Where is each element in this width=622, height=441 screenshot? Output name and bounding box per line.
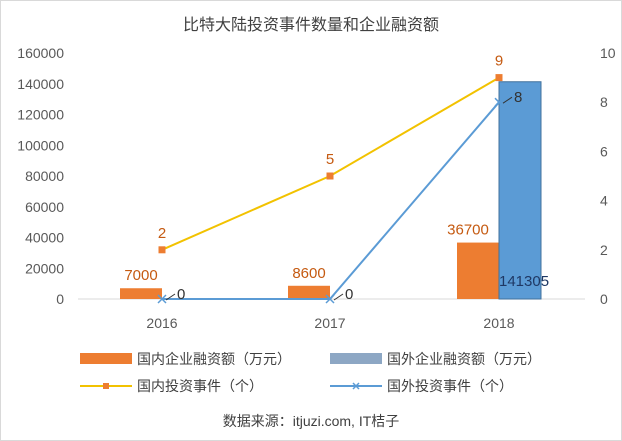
point-domestic-events xyxy=(326,172,334,180)
bar-domestic-funding xyxy=(457,242,499,299)
source-note: 数据来源：itjuzi.com, IT桔子 xyxy=(223,413,400,429)
left-tick-label: 160000 xyxy=(17,45,64,61)
leader-foreign-events xyxy=(165,293,176,301)
x-tick-label: 2018 xyxy=(483,315,514,331)
label-domestic-funding: 7000 xyxy=(124,267,157,284)
left-tick-label: 120000 xyxy=(17,107,64,123)
legend-marker-domestic-events xyxy=(103,383,109,389)
left-tick-label: 80000 xyxy=(25,168,64,184)
label-domestic-funding: 36700 xyxy=(447,222,489,239)
right-tick-label: 10 xyxy=(600,45,616,61)
legend-item-foreign-funding[interactable]: 国外企业融资额（万元） xyxy=(330,351,541,367)
legend: 国内企业融资额（万元） 国外企业融资额（万元） 国内投资事件（个） 国外投资事件… xyxy=(80,351,541,394)
lines-layer xyxy=(157,74,504,304)
left-tick-label: 40000 xyxy=(25,230,64,246)
leader-foreign-events xyxy=(333,293,344,301)
label-foreign-funding: 141305 xyxy=(499,273,549,290)
point-foreign-events xyxy=(325,294,335,304)
label-foreign-events: 0 xyxy=(177,286,185,303)
point-foreign-events xyxy=(494,97,504,107)
bar-foreign-funding xyxy=(498,81,542,300)
legend-swatch-domestic-funding xyxy=(80,353,132,364)
legend-item-domestic-funding[interactable]: 国内企业融资额（万元） xyxy=(80,351,291,367)
label-domestic-funding: 8600 xyxy=(292,265,325,282)
label-domestic-events: 2 xyxy=(158,225,166,242)
x-tick-label: 2017 xyxy=(314,315,345,331)
right-tick-label: 0 xyxy=(600,291,608,307)
bars-layer xyxy=(120,81,542,300)
line-foreign-events xyxy=(162,101,500,300)
leader-foreign-events xyxy=(502,96,513,104)
legend-label-foreign-events: 国外投资事件（个） xyxy=(387,378,513,394)
x-axis: 2016 2017 2018 xyxy=(146,315,514,331)
right-tick-label: 6 xyxy=(600,143,608,159)
label-domestic-events: 5 xyxy=(326,151,334,168)
right-tick-label: 4 xyxy=(600,193,608,209)
bar-domestic-funding xyxy=(288,285,330,299)
legend-label-domestic-funding: 国内企业融资额（万元） xyxy=(137,351,291,367)
legend-label-foreign-funding: 国外企业融资额（万元） xyxy=(387,351,541,367)
x-tick-label: 2016 xyxy=(146,315,177,331)
label-domestic-events: 9 xyxy=(495,53,503,70)
left-tick-label: 140000 xyxy=(17,76,64,92)
left-tick-label: 60000 xyxy=(25,199,64,215)
legend-label-domestic-events: 国内投资事件（个） xyxy=(137,378,263,394)
point-domestic-events xyxy=(158,246,166,254)
right-axis: 0 2 4 6 8 10 xyxy=(600,45,616,307)
legend-item-foreign-events[interactable]: 国外投资事件（个） xyxy=(330,378,513,394)
chart-title: 比特大陆投资事件数量和企业融资额 xyxy=(183,16,439,34)
right-tick-label: 8 xyxy=(600,94,608,110)
legend-item-domestic-events[interactable]: 国内投资事件（个） xyxy=(80,378,263,394)
left-tick-label: 20000 xyxy=(25,260,64,276)
left-tick-label: 100000 xyxy=(17,137,64,153)
right-tick-label: 2 xyxy=(600,242,608,258)
legend-marker-foreign-events xyxy=(352,382,360,390)
label-foreign-events: 8 xyxy=(514,89,522,106)
point-domestic-events xyxy=(495,74,503,82)
bar-domestic-funding xyxy=(120,288,162,299)
label-foreign-events: 0 xyxy=(345,286,353,303)
left-tick-label: 0 xyxy=(56,291,64,307)
legend-swatch-foreign-funding xyxy=(330,353,382,364)
point-foreign-events xyxy=(157,294,167,304)
left-axis: 0 20000 40000 60000 80000 100000 120000 140000 1… xyxy=(17,45,64,307)
data-labels-layer: 7000 8600 36700 141305 2 5 9 0 0 8 xyxy=(124,53,549,303)
